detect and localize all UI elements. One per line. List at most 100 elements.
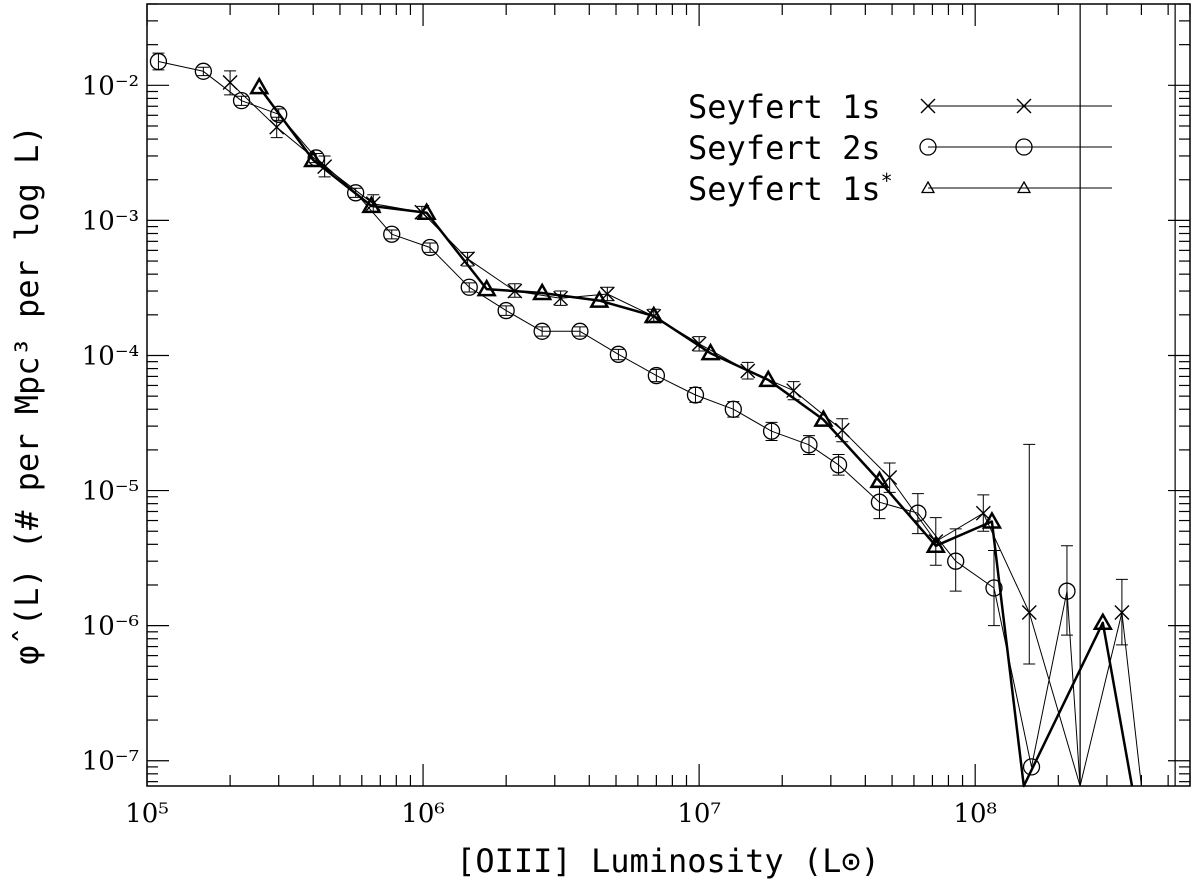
circle-marker [571,322,589,340]
x-axis-title: [OIII] Luminosity (L⊙) [456,842,880,880]
circle-marker [1022,758,1041,776]
cross-marker [1021,605,1037,621]
error-bar [949,528,962,592]
error-bar [832,453,845,476]
x-tick-label: 10⁵ [125,799,169,829]
circle-marker [270,105,288,123]
circle-marker [762,422,781,440]
error-bar [765,421,778,441]
circle-marker [724,400,742,418]
error-bar [802,435,815,455]
error-bar [573,326,586,337]
series-layer [149,52,1142,788]
legend-label-superscript: * [881,169,893,193]
triangle-marker [476,278,497,297]
error-bar [197,66,210,77]
triangle-marker [531,282,553,301]
error-bar [424,242,437,253]
circle-marker [383,225,401,243]
cross-marker [1016,98,1032,114]
triangle-marker [1016,180,1032,194]
triangle-marker [700,342,721,361]
error-bar [988,550,1001,627]
error-bar [727,401,740,418]
circle-marker [800,436,818,454]
circle-marker [909,504,927,522]
error-bar [235,95,248,106]
y-axis-title: φ̂ (L) (# per Mpc³ per log L) [8,125,46,664]
series-circle [149,52,1081,787]
y-tick-label: 10⁻² [82,71,139,101]
circle-marker [1058,582,1076,600]
series-line [158,61,1081,787]
circle-marker [347,184,365,202]
circle-marker [232,92,251,110]
error-bar [911,493,924,535]
error-bar [385,229,398,240]
error-bar [1023,443,1036,665]
triangle-marker [981,511,1003,529]
y-tick-label: 10⁻⁷ [82,747,139,777]
error-bar [612,348,625,361]
circle-marker [533,322,551,340]
y-tick-label: 10⁻⁵ [82,477,139,507]
error-bar [152,52,165,71]
x-tick-label: 10⁶ [401,799,445,829]
y-tick-label: 10⁻³ [82,206,139,236]
circle-marker [947,552,965,570]
plot-frame [146,3,1191,787]
triangle-marker [643,305,664,324]
y-axis-title-text: φ̂ (L) (# per Mpc³ per log L) [8,125,46,664]
triangle-marker [303,149,324,168]
circle-marker [609,345,628,363]
circle-marker [149,52,168,71]
x-tick-label: 10⁸ [953,799,997,829]
axis-ticks: 10⁵ 10⁶ 10⁷ 10⁸ 10⁻⁷ 10⁻⁶ 10⁻⁵ 10⁻⁴ 10⁻³ 10⁻² [82,3,1191,829]
cross-marker [975,505,991,521]
triangle-marker [925,535,946,554]
triangle-marker [589,290,610,308]
triangle-marker [361,195,382,214]
circle-marker [647,366,666,385]
circle-marker [1015,138,1033,156]
y-tick-label: 10⁻⁴ [82,341,139,371]
series-line [258,86,1134,788]
triangle-marker [869,470,890,489]
error-bar [536,326,549,337]
error-bar [500,305,513,316]
series-cross [222,70,1142,787]
circle-marker [686,386,705,404]
y-tick-label: 10⁻⁶ [82,612,139,642]
triangle-marker [920,180,936,194]
x-axis-title-text: [OIII] Luminosity (L⊙) [456,842,880,880]
circle-marker [985,579,1003,597]
x-tick-label: 10⁷ [677,799,721,829]
legend-label: Seyfert 2s [688,129,881,167]
triangle-marker [1092,612,1113,631]
circle-marker [829,456,848,474]
triangle-marker [416,202,437,220]
triangle-marker [758,369,779,388]
error-bar [650,368,663,383]
triangle-marker [249,76,270,95]
series-triangle [249,76,1134,788]
error-bar [689,386,702,403]
error-bar [463,282,476,293]
cross-marker [460,251,476,267]
circle-marker [460,278,478,296]
triangle-marker [813,409,834,427]
cross-marker [222,74,238,90]
cross-marker [1114,605,1130,621]
circle-marker [421,238,439,257]
circle-marker [870,493,889,511]
error-bar [1060,545,1073,636]
circle-marker [919,138,937,156]
legend-label: Seyfert 1s* [688,169,893,208]
legend-label: Seyfert 1s [688,88,881,126]
cross-marker [920,98,936,114]
error-bar [873,485,886,520]
circle-marker [194,62,212,80]
vertical-lines [1079,4,1176,786]
